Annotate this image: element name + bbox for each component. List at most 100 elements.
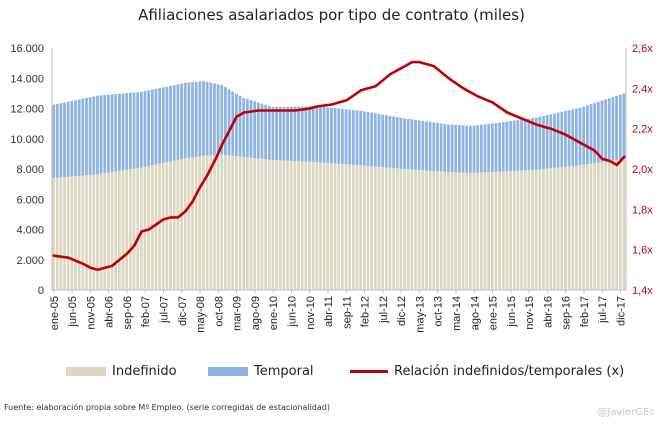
bar-indefinido — [245, 157, 249, 290]
bar-temporal — [107, 94, 110, 173]
bar-temporal — [450, 124, 454, 173]
bar-indefinido — [355, 164, 359, 290]
bar-temporal — [59, 103, 63, 178]
bar-indefinido — [271, 159, 275, 290]
bar-temporal — [549, 114, 553, 169]
bar-indefinido — [275, 160, 278, 290]
bar-temporal — [194, 81, 198, 157]
bar-temporal — [355, 110, 359, 165]
bar-temporal — [527, 118, 531, 171]
bar-indefinido — [286, 160, 289, 290]
bar-indefinido — [278, 160, 282, 290]
bar-indefinido — [81, 175, 85, 290]
bar-indefinido — [103, 173, 107, 290]
bar-indefinido — [128, 169, 132, 290]
bar-indefinido — [118, 170, 121, 290]
bar-indefinido — [187, 157, 191, 290]
bar-temporal — [198, 81, 202, 157]
bar-temporal — [220, 85, 224, 155]
bar-indefinido — [194, 156, 198, 290]
bar-indefinido — [542, 169, 545, 290]
bar-temporal — [344, 109, 348, 165]
bar-temporal — [154, 88, 158, 165]
bar-indefinido — [461, 172, 465, 290]
y-tick-label: 8.000 — [16, 164, 44, 176]
x-tick-label: ago-14 — [469, 296, 481, 330]
bar-indefinido — [567, 166, 571, 290]
x-tick-label: may-13 — [414, 296, 426, 333]
bar-indefinido — [366, 165, 370, 290]
bar-indefinido — [224, 155, 227, 290]
bar-indefinido — [99, 173, 103, 290]
bar-temporal — [191, 82, 194, 158]
bar-indefinido — [571, 165, 575, 290]
bar-indefinido — [476, 172, 480, 290]
bar-temporal — [403, 118, 406, 169]
bar-temporal — [70, 100, 74, 177]
bar-indefinido — [107, 172, 110, 290]
bar-temporal — [271, 106, 275, 160]
bar-indefinido — [55, 177, 59, 290]
bar-indefinido — [319, 162, 322, 290]
bar-temporal — [85, 97, 88, 176]
bar-temporal — [319, 106, 322, 163]
bar-temporal — [341, 108, 344, 164]
bar-indefinido — [370, 166, 374, 290]
bar-indefinido — [395, 168, 399, 290]
bar-temporal — [567, 110, 571, 167]
bar-temporal — [92, 96, 96, 175]
bar-indefinido — [315, 162, 319, 290]
chart-title: Afiliaciones asalariados por tipo de con… — [138, 6, 525, 24]
bar-indefinido — [238, 156, 242, 290]
bar-temporal — [607, 98, 611, 162]
x-tick-label: abr-11 — [323, 296, 335, 327]
bar-indefinido — [578, 165, 582, 290]
bar-temporal — [253, 101, 257, 159]
bar-indefinido — [479, 172, 483, 290]
bar-temporal — [99, 95, 103, 174]
bar-temporal — [399, 117, 403, 169]
bar-temporal — [362, 111, 366, 166]
bar-temporal — [264, 104, 268, 160]
bar-indefinido — [501, 171, 505, 290]
bar-indefinido — [264, 159, 268, 290]
bar-temporal — [121, 93, 125, 171]
bar-temporal — [286, 106, 289, 161]
bar-indefinido — [487, 172, 491, 290]
bar-temporal — [103, 95, 107, 174]
bar-indefinido — [154, 164, 158, 290]
x-tick-label: ene-15 — [488, 296, 500, 330]
bar-temporal — [501, 122, 505, 172]
bar-temporal — [278, 106, 282, 161]
bar-temporal — [249, 100, 253, 158]
bar-temporal — [600, 100, 604, 163]
bar-indefinido — [483, 172, 487, 290]
bar-indefinido — [432, 171, 436, 290]
bar-indefinido — [596, 162, 600, 290]
bar-temporal — [553, 113, 556, 168]
bar-indefinido — [143, 166, 147, 290]
bar-temporal — [66, 101, 70, 177]
x-tick-label: ene-10 — [268, 296, 280, 330]
bar-temporal — [158, 88, 161, 164]
bar-temporal — [351, 110, 355, 165]
bar-indefinido — [341, 163, 344, 290]
bar-indefinido — [326, 162, 330, 290]
bar-temporal — [585, 105, 589, 165]
bar-indefinido — [388, 167, 392, 290]
bar-indefinido — [439, 171, 443, 290]
bar-temporal — [282, 106, 286, 161]
bar-indefinido — [607, 161, 611, 290]
bar-temporal — [180, 83, 183, 160]
bar-temporal — [238, 95, 242, 157]
bar-indefinido — [425, 170, 428, 290]
bar-temporal — [381, 114, 385, 168]
bar-temporal — [461, 125, 465, 173]
x-tick-label: nov-15 — [524, 296, 536, 330]
bar-indefinido — [618, 159, 622, 290]
bar-temporal — [227, 89, 231, 156]
bar-temporal — [436, 122, 439, 172]
bar-indefinido — [377, 166, 381, 290]
bar-indefinido — [516, 170, 520, 290]
